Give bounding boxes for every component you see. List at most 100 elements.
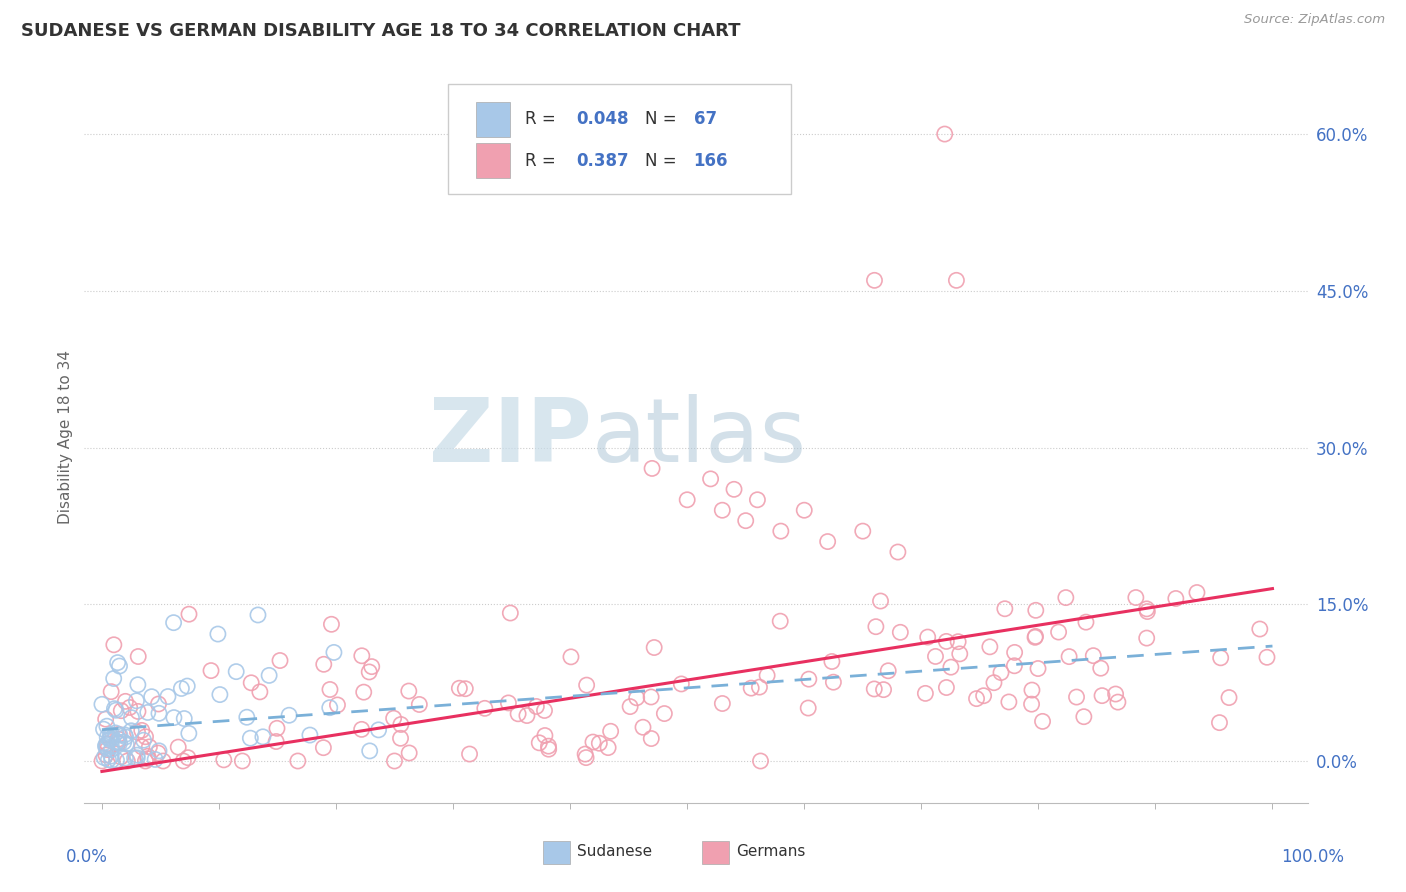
Point — [96, 737, 118, 751]
Point — [1107, 695, 1129, 709]
Point — [177, 750, 200, 764]
Point — [458, 747, 481, 761]
Point — [817, 534, 839, 549]
Point — [125, 694, 148, 708]
Point — [127, 725, 149, 739]
Point — [1002, 658, 1025, 673]
Point — [112, 735, 135, 749]
Point — [599, 724, 621, 739]
Text: 0.0%: 0.0% — [66, 848, 108, 866]
Point — [172, 754, 194, 768]
Point — [1024, 630, 1046, 644]
Point — [176, 679, 198, 693]
Point — [949, 647, 972, 661]
Point — [945, 273, 967, 287]
Point — [115, 737, 138, 751]
Point — [114, 728, 136, 742]
Point — [136, 706, 159, 720]
Text: N =: N = — [644, 111, 682, 128]
Point — [1024, 629, 1046, 643]
Point — [287, 754, 309, 768]
Point — [177, 726, 200, 740]
Point — [94, 712, 117, 726]
Point — [408, 698, 430, 712]
Point — [823, 675, 845, 690]
Point — [537, 742, 560, 756]
FancyBboxPatch shape — [447, 84, 792, 194]
Point — [240, 675, 263, 690]
Point — [132, 733, 155, 747]
Point — [100, 749, 122, 764]
Text: Sudanese: Sudanese — [578, 845, 652, 859]
Point — [148, 706, 170, 721]
Point — [641, 461, 664, 475]
Point — [207, 627, 229, 641]
Point — [1047, 625, 1070, 640]
Y-axis label: Disability Age 18 to 34: Disability Age 18 to 34 — [58, 350, 73, 524]
Point — [252, 730, 274, 744]
Point — [101, 731, 124, 746]
Point — [449, 681, 471, 696]
Point — [124, 751, 146, 765]
Point — [474, 701, 496, 715]
Point — [973, 689, 995, 703]
Point — [91, 754, 114, 768]
Point — [1209, 650, 1232, 665]
Point — [454, 681, 477, 696]
Point — [134, 754, 156, 768]
Point — [98, 728, 121, 742]
Point — [94, 747, 117, 762]
Point — [516, 708, 538, 723]
Point — [575, 678, 598, 692]
Point — [508, 706, 530, 721]
Point — [946, 634, 969, 648]
Text: R =: R = — [524, 152, 561, 169]
Point — [924, 649, 946, 664]
Point — [626, 690, 648, 705]
Point — [105, 753, 128, 767]
Point — [143, 752, 166, 766]
Point — [498, 696, 520, 710]
Point — [367, 723, 389, 737]
Point — [1136, 602, 1159, 616]
Point — [631, 720, 654, 734]
Point — [359, 665, 381, 679]
Point — [177, 607, 200, 622]
Point — [121, 711, 143, 725]
Point — [96, 742, 118, 756]
Point — [537, 739, 560, 753]
Point — [127, 678, 149, 692]
Point — [350, 723, 373, 737]
Point — [1066, 690, 1088, 704]
Point — [136, 749, 159, 764]
Point — [1021, 697, 1043, 711]
Bar — [475, 144, 510, 178]
Point — [749, 754, 772, 768]
Point — [360, 659, 382, 673]
Point — [107, 732, 129, 747]
Point — [869, 594, 891, 608]
Point — [312, 657, 335, 672]
Point — [863, 273, 886, 287]
Text: 166: 166 — [693, 152, 728, 169]
Point — [173, 712, 195, 726]
Point — [246, 607, 269, 622]
Point — [105, 734, 128, 748]
Point — [983, 675, 1005, 690]
Point — [877, 664, 900, 678]
Text: 0.048: 0.048 — [576, 111, 628, 128]
Point — [619, 699, 641, 714]
Point — [797, 672, 820, 686]
Point — [114, 694, 136, 708]
Point — [935, 634, 957, 648]
Point — [90, 698, 112, 712]
Point — [533, 703, 555, 717]
Point — [1026, 661, 1049, 675]
Point — [769, 524, 792, 538]
Point — [863, 681, 886, 696]
Text: 0.387: 0.387 — [576, 152, 628, 169]
Point — [138, 739, 160, 754]
Point — [120, 723, 142, 738]
Point — [257, 668, 280, 682]
Point — [917, 630, 939, 644]
